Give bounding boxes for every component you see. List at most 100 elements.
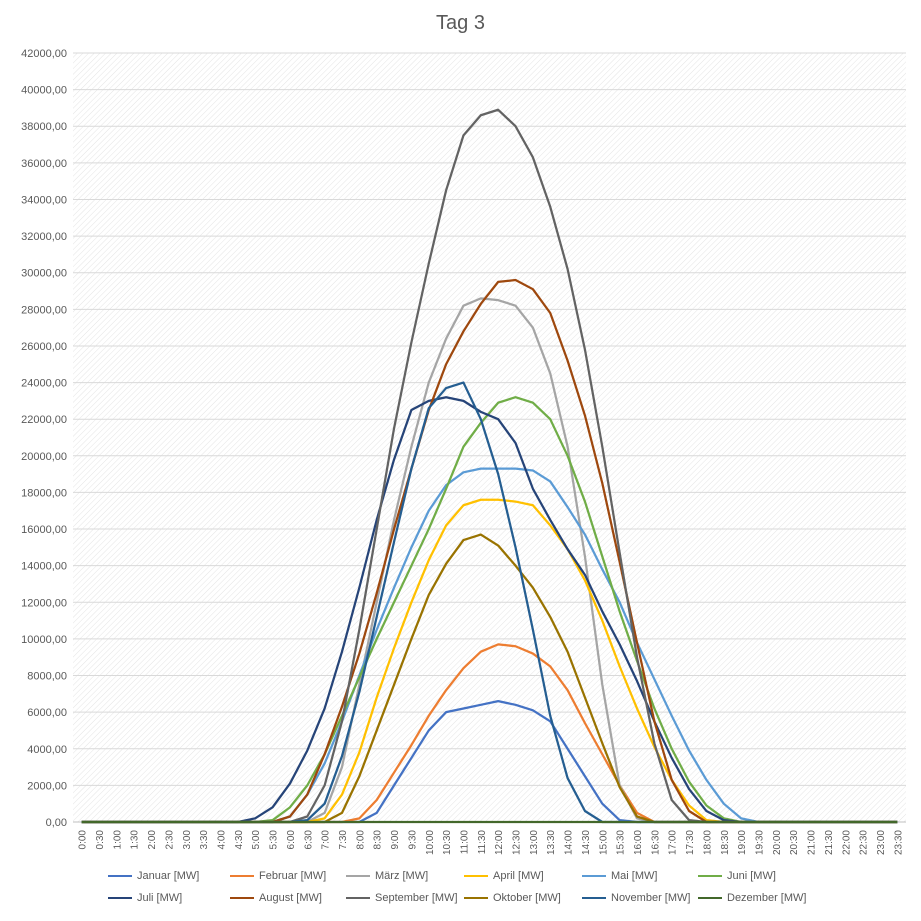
- x-tick-label: 16:00: [633, 830, 644, 855]
- legend-swatch: [346, 897, 370, 899]
- legend-label: Juli [MW]: [137, 892, 183, 904]
- x-tick-label: 15:30: [616, 830, 627, 855]
- x-tick-label: 20:00: [772, 830, 783, 855]
- legend-label: Oktober [MW]: [493, 892, 561, 904]
- x-tick-label: 8:00: [355, 830, 366, 850]
- legend-item: September [MW]: [346, 892, 458, 904]
- legend-label: Juni [MW]: [727, 870, 776, 882]
- x-tick-label: 14:30: [581, 830, 592, 855]
- x-tick-label: 17:30: [685, 830, 696, 855]
- y-tick-label: 26000,00: [21, 341, 67, 353]
- legend-label: Februar [MW]: [259, 870, 327, 882]
- x-tick-label: 7:30: [338, 830, 349, 850]
- x-tick-label: 20:30: [789, 830, 800, 855]
- legend-label: April [MW]: [493, 870, 544, 882]
- x-tick-label: 18:00: [702, 830, 713, 855]
- chart-title: Tag 3: [436, 12, 485, 34]
- x-tick-label: 5:30: [269, 830, 280, 850]
- x-tick-label: 22:00: [841, 830, 852, 855]
- y-tick-label: 20000,00: [21, 451, 67, 463]
- x-tick-label: 9:00: [390, 830, 401, 850]
- y-tick-label: 2000,00: [27, 780, 67, 792]
- x-tick-label: 0:00: [78, 830, 89, 850]
- x-tick-label: 6:00: [286, 830, 297, 850]
- x-tick-label: 21:00: [807, 830, 818, 855]
- legend-label: August [MW]: [259, 892, 322, 904]
- x-tick-label: 23:30: [893, 830, 904, 855]
- x-tick-label: 10:30: [442, 830, 453, 855]
- x-tick-label: 2:30: [164, 830, 175, 850]
- x-tick-label: 21:30: [824, 830, 835, 855]
- legend-label: März [MW]: [375, 870, 429, 882]
- x-tick-label: 3:00: [182, 830, 193, 850]
- legend-swatch: [464, 897, 488, 899]
- legend-item: November [MW]: [582, 892, 690, 904]
- x-tick-label: 9:30: [407, 830, 418, 850]
- plot-background: [73, 53, 906, 822]
- x-tick-label: 11:00: [459, 830, 470, 855]
- legend-item: August [MW]: [230, 892, 322, 904]
- y-tick-label: 34000,00: [21, 194, 67, 206]
- y-tick-label: 0,00: [46, 817, 67, 829]
- y-tick-label: 30000,00: [21, 268, 67, 280]
- x-tick-label: 15:00: [598, 830, 609, 855]
- legend-swatch: [108, 875, 132, 877]
- legend-swatch: [582, 875, 606, 877]
- y-tick-label: 32000,00: [21, 231, 67, 243]
- x-tick-label: 18:30: [720, 830, 731, 855]
- legend-swatch: [464, 875, 488, 877]
- x-tick-label: 3:30: [199, 830, 210, 850]
- legend-label: Mai [MW]: [611, 870, 658, 882]
- legend-swatch: [698, 897, 722, 899]
- x-tick-label: 6:30: [303, 830, 314, 850]
- y-tick-label: 4000,00: [27, 744, 67, 756]
- y-tick-label: 18000,00: [21, 487, 67, 499]
- x-tick-label: 0:30: [95, 830, 106, 850]
- legend-item: Oktober [MW]: [464, 892, 561, 904]
- x-tick-label: 10:00: [425, 830, 436, 855]
- x-tick-label: 23:00: [876, 830, 887, 855]
- legend-label: Dezember [MW]: [727, 892, 807, 904]
- legend-label: November [MW]: [611, 892, 691, 904]
- legend-label: Januar [MW]: [137, 870, 200, 882]
- x-tick-label: 5:00: [251, 830, 262, 850]
- y-tick-label: 22000,00: [21, 414, 67, 426]
- y-tick-label: 16000,00: [21, 524, 67, 536]
- y-tick-label: 8000,00: [27, 671, 67, 683]
- legend-item: Januar [MW]: [108, 870, 199, 882]
- y-tick-label: 12000,00: [21, 597, 67, 609]
- x-tick-label: 14:00: [564, 830, 575, 855]
- y-tick-label: 40000,00: [21, 85, 67, 97]
- x-tick-label: 2:00: [147, 830, 158, 850]
- legend-label: September [MW]: [375, 892, 458, 904]
- x-tick-label: 1:30: [130, 830, 141, 850]
- x-tick-label: 19:00: [737, 830, 748, 855]
- y-tick-label: 6000,00: [27, 707, 67, 719]
- legend-swatch: [698, 875, 722, 877]
- x-tick-label: 19:30: [754, 830, 765, 855]
- legend-item: Dezember [MW]: [698, 892, 806, 904]
- y-tick-label: 14000,00: [21, 561, 67, 573]
- y-tick-label: 10000,00: [21, 634, 67, 646]
- x-tick-label: 1:00: [112, 830, 123, 850]
- x-tick-label: 4:00: [217, 830, 228, 850]
- x-tick-label: 13:00: [529, 830, 540, 855]
- legend-item: Juni [MW]: [698, 870, 776, 882]
- y-tick-label: 38000,00: [21, 121, 67, 133]
- x-tick-label: 4:30: [234, 830, 245, 850]
- legend-swatch: [582, 897, 606, 899]
- x-tick-label: 12:30: [512, 830, 523, 855]
- x-tick-label: 16:30: [650, 830, 661, 855]
- legend-swatch: [108, 897, 132, 899]
- legend-item: Juli [MW]: [108, 892, 182, 904]
- legend-item: Mai [MW]: [582, 870, 657, 882]
- legend-swatch: [346, 875, 370, 877]
- x-tick-label: 7:00: [321, 830, 332, 850]
- y-tick-label: 42000,00: [21, 48, 67, 60]
- legend-swatch: [230, 875, 254, 877]
- y-tick-label: 24000,00: [21, 378, 67, 390]
- legend-swatch: [230, 897, 254, 899]
- y-tick-label: 28000,00: [21, 304, 67, 316]
- x-tick-label: 22:30: [859, 830, 870, 855]
